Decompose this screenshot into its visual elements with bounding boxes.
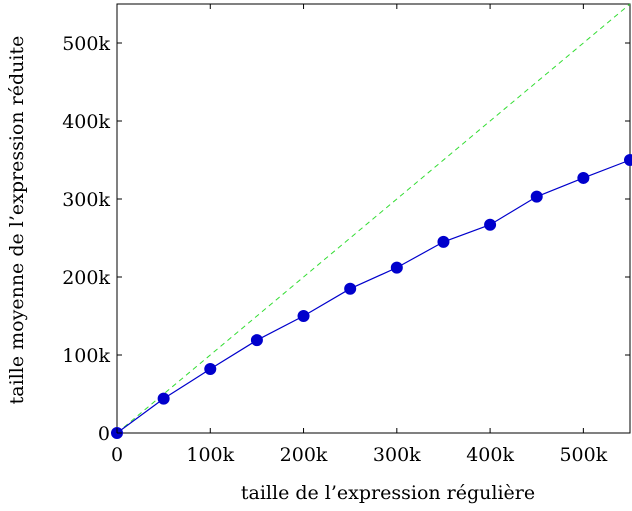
x-axis-title: taille de l’expression régulière (241, 482, 535, 504)
reference-dashed-line (116, 3, 631, 434)
y-tick-label: 100k (62, 345, 110, 367)
x-tick-label: 500k (559, 444, 607, 466)
data-point (530, 190, 543, 203)
y-tick-label: 0 (98, 423, 110, 445)
x-tick-labels: 0 100k 200k 300k 400k 500k (111, 444, 608, 466)
data-point (390, 261, 403, 274)
data-point (157, 392, 170, 405)
x-tick-label: 300k (373, 444, 421, 466)
series-layer (111, 154, 632, 439)
x-tick-label: 400k (466, 444, 514, 466)
reference-line-layer (116, 3, 631, 434)
x-tick-label: 200k (280, 444, 328, 466)
data-point (484, 218, 497, 231)
plot-frame (116, 3, 631, 434)
y-axis-title: taille moyenne de l’expression réduite (6, 36, 28, 405)
series-line (116, 159, 631, 434)
y-tick-label: 300k (62, 189, 110, 211)
ticks-layer (116, 4, 630, 434)
y-tick-label: 200k (62, 267, 110, 289)
data-point (297, 310, 310, 322)
data-point (204, 363, 217, 376)
data-point (577, 171, 590, 184)
data-point (250, 334, 263, 347)
data-point (344, 282, 357, 295)
data-point (624, 154, 632, 166)
y-tick-label: 400k (62, 111, 110, 133)
y-tick-label: 500k (62, 33, 110, 55)
x-tick-label: 0 (111, 444, 123, 466)
data-point (437, 235, 450, 248)
x-tick-label: 100k (186, 444, 234, 466)
y-tick-labels: 0 100k 200k 300k 400k 500k (62, 33, 110, 445)
